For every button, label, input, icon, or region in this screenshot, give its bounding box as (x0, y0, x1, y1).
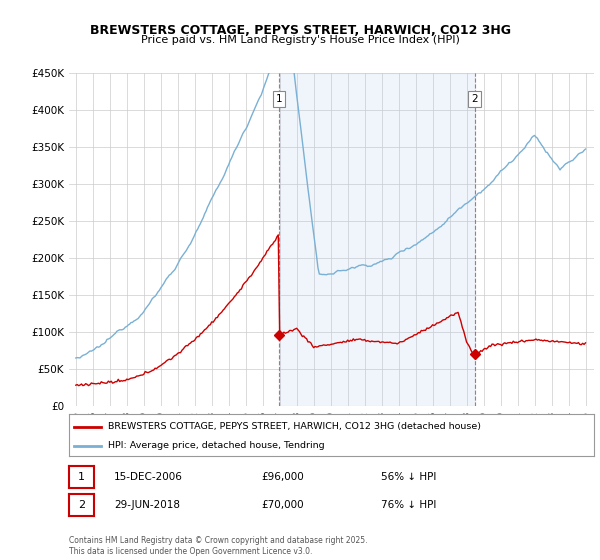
Text: 56% ↓ HPI: 56% ↓ HPI (381, 472, 436, 482)
Text: HPI: Average price, detached house, Tendring: HPI: Average price, detached house, Tend… (109, 441, 325, 450)
Text: 1: 1 (275, 94, 283, 104)
Text: 2: 2 (78, 500, 85, 510)
Text: Price paid vs. HM Land Registry's House Price Index (HPI): Price paid vs. HM Land Registry's House … (140, 35, 460, 45)
Text: Contains HM Land Registry data © Crown copyright and database right 2025.
This d: Contains HM Land Registry data © Crown c… (69, 536, 367, 556)
Text: 2: 2 (472, 94, 478, 104)
Text: BREWSTERS COTTAGE, PEPYS STREET, HARWICH, CO12 3HG: BREWSTERS COTTAGE, PEPYS STREET, HARWICH… (89, 24, 511, 36)
Bar (279, 73, 475, 406)
Text: £96,000: £96,000 (261, 472, 304, 482)
Text: 29-JUN-2018: 29-JUN-2018 (114, 500, 180, 510)
Text: BREWSTERS COTTAGE, PEPYS STREET, HARWICH, CO12 3HG (detached house): BREWSTERS COTTAGE, PEPYS STREET, HARWICH… (109, 422, 481, 432)
Text: 15-DEC-2006: 15-DEC-2006 (114, 472, 183, 482)
Text: 76% ↓ HPI: 76% ↓ HPI (381, 500, 436, 510)
Text: £70,000: £70,000 (261, 500, 304, 510)
Text: 1: 1 (78, 472, 85, 482)
